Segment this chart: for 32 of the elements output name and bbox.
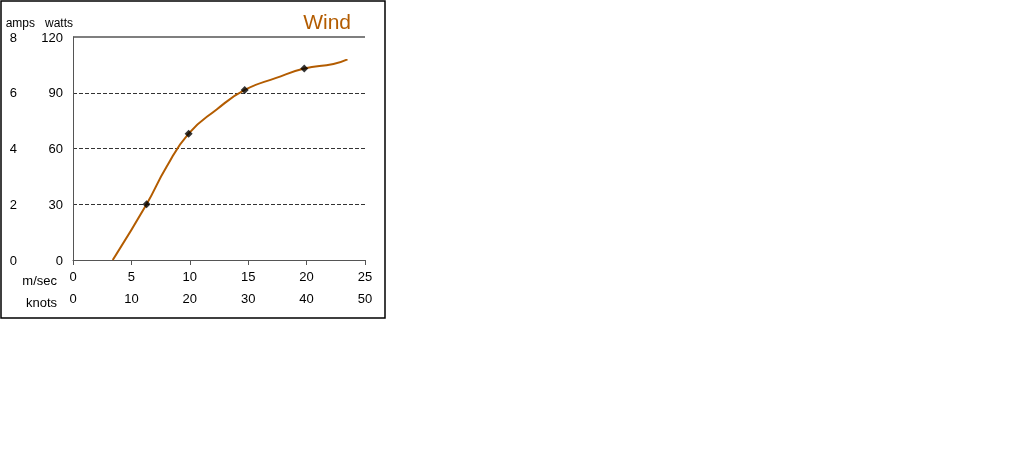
y-tick-label: 60 xyxy=(48,141,63,156)
point xyxy=(142,200,151,209)
y2-tick-label: 0 xyxy=(9,252,17,268)
y2-tick-label: 2 xyxy=(9,196,17,212)
x2-tick-label: 20 xyxy=(182,291,198,306)
x2-tick-label: 0 xyxy=(69,291,77,306)
y2-tick-label: 6 xyxy=(9,85,17,101)
chart-title: Wind xyxy=(303,10,352,33)
point xyxy=(300,64,309,73)
y2-tick-label: 8 xyxy=(9,29,17,45)
x2-tick-label: 10 xyxy=(124,291,139,306)
x2-tick-label: 30 xyxy=(240,291,256,306)
x2-axis-title: knots xyxy=(25,295,58,310)
y-axis-title: watts xyxy=(43,16,73,30)
y-tick-label: 120 xyxy=(41,29,63,45)
x-tick-label: 20 xyxy=(299,269,314,284)
y-tick-label: 0 xyxy=(55,252,63,268)
x-tick-label: 5 xyxy=(127,269,136,284)
x-axis-title: m/sec xyxy=(22,273,58,288)
y-tick-label: 90 xyxy=(48,85,63,101)
x2-tick-label: 40 xyxy=(299,291,314,306)
line-series xyxy=(111,58,349,261)
x2-tick-label: 50 xyxy=(357,291,373,306)
y2-tick-label: 4 xyxy=(9,141,17,156)
y-tick-label: 30 xyxy=(48,196,63,212)
point xyxy=(240,85,249,94)
point xyxy=(184,129,193,138)
y2-axis-title: amps xyxy=(5,16,35,30)
x-tick-label: 10 xyxy=(182,269,198,284)
x-tick-label: 15 xyxy=(240,269,256,284)
x-tick-label: 25 xyxy=(357,269,373,284)
x-tick-label: 0 xyxy=(69,269,77,284)
